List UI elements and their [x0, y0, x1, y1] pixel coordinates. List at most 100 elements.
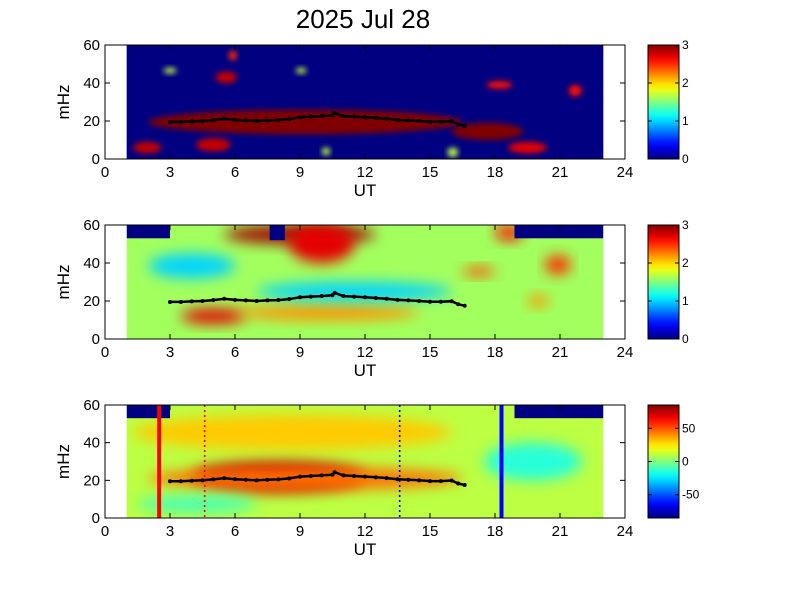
ridge-point: [449, 478, 454, 483]
ridge-line: [168, 290, 467, 308]
ridge-point: [449, 299, 454, 304]
x-tick-label: 3: [166, 164, 174, 181]
ridge-point: [222, 476, 227, 481]
ridge-point: [341, 473, 346, 478]
heatmap-cell: [215, 71, 238, 84]
heatmap-cell: [180, 308, 246, 324]
ridge-point: [298, 295, 302, 300]
ridge-line: [168, 110, 467, 128]
ridge-point: [168, 119, 172, 124]
ridge-point: [276, 477, 281, 482]
y-tick-label: 40: [83, 435, 100, 452]
ridge-point: [462, 303, 467, 308]
ridge-point: [287, 117, 292, 122]
ridge-point: [211, 477, 216, 482]
ridge-point: [417, 299, 422, 303]
colorbar-tick-label: 2: [682, 256, 689, 270]
ridge-point: [308, 294, 313, 299]
ridge-point: [395, 297, 400, 302]
heatmap-cell: [163, 67, 177, 74]
ridge-point: [332, 290, 337, 295]
x-tick-label: 12: [357, 523, 374, 540]
y-axis-label: mHz: [54, 265, 73, 300]
x-tick-label: 18: [487, 344, 504, 361]
ridge-point: [417, 119, 422, 123]
x-tick-label: 0: [101, 523, 109, 540]
heatmap-cells: [133, 50, 582, 158]
heatmap-cell: [133, 141, 162, 154]
colorbar-tick-label: 3: [682, 218, 689, 232]
x-axis-label: UT: [354, 181, 377, 200]
ridge-point: [406, 477, 411, 482]
x-tick-label: 15: [422, 523, 439, 540]
figure-title: 2025 Jul 28: [296, 4, 430, 34]
x-tick-label: 18: [487, 523, 504, 540]
heatmap-cell: [148, 253, 235, 279]
ridge-point: [373, 295, 378, 300]
ridge-point: [438, 479, 443, 484]
ridge-point: [222, 116, 227, 121]
colorbar-middle: 0 1 2 3: [647, 218, 689, 346]
heatmap-cell: [148, 467, 463, 490]
ridge-point: [363, 295, 367, 300]
heatmap-cell: [451, 122, 524, 140]
x-tick-label: 3: [166, 344, 174, 361]
x-axis-label: UT: [354, 540, 377, 559]
heatmap-middle: [126, 225, 604, 339]
heatmap-cells: [126, 405, 604, 513]
ridge-point: [428, 299, 432, 304]
y-tick-label: 20: [83, 113, 100, 130]
x-tick-label: 9: [296, 523, 304, 540]
axes-bottom: 0 3 6 9 12 15 18 21 24 0 20 40 60 UT mHz: [54, 397, 633, 559]
ridge-point: [456, 481, 461, 486]
ridge-point: [384, 116, 389, 121]
colorbar-tick-label: 0: [682, 455, 689, 469]
ridge-point: [254, 299, 259, 303]
ridge-point: [417, 478, 422, 483]
x-axis-label: UT: [354, 361, 377, 380]
ridge-point: [341, 294, 346, 299]
ridge-point: [352, 294, 357, 299]
ridge-point: [395, 477, 400, 482]
ridge-point: [406, 118, 411, 123]
heatmap-cell: [568, 84, 582, 97]
colorbar-tick-label: -50: [682, 488, 700, 502]
y-axis-label: mHz: [54, 444, 73, 479]
ridge-point: [428, 479, 432, 484]
x-tick-label: 12: [357, 164, 374, 181]
heatmap-bottom: [126, 405, 604, 518]
x-tick-label: 6: [231, 523, 239, 540]
x-tick-label: 9: [296, 164, 304, 181]
x-tick-label: 24: [617, 164, 634, 181]
heatmap-cell: [228, 50, 238, 61]
ridge-point: [319, 473, 324, 478]
x-tick-label: 0: [101, 344, 109, 361]
ridge-point: [352, 474, 357, 479]
colorbar-bottom: -50 0 50: [647, 404, 700, 519]
ridge-point: [428, 119, 432, 124]
ridge-point: [200, 299, 205, 303]
x-tick-label: 0: [101, 164, 109, 181]
ridge-point: [298, 115, 302, 120]
heatmap-cell: [321, 147, 331, 156]
ridge-point: [308, 114, 313, 119]
ridge-point: [363, 115, 367, 120]
ridge-point: [373, 475, 378, 480]
ridge-point: [168, 479, 172, 484]
ridge-point: [178, 299, 183, 304]
x-tick-label: 12: [357, 344, 374, 361]
heatmap-cell: [544, 255, 571, 275]
ridge-point: [265, 298, 270, 303]
x-tick-label: 15: [422, 344, 439, 361]
ridge-point: [178, 119, 183, 124]
x-tick-label: 24: [617, 523, 634, 540]
ridge-point: [243, 477, 248, 482]
ridge-point: [319, 114, 324, 119]
ridge-point: [265, 118, 270, 123]
y-tick-label: 60: [83, 397, 100, 414]
ridge-point: [462, 483, 467, 488]
ridge-point: [276, 298, 281, 303]
y-tick-label: 40: [83, 255, 100, 272]
ridge-point: [438, 119, 443, 124]
colorbar-tick-label: 50: [682, 421, 696, 435]
